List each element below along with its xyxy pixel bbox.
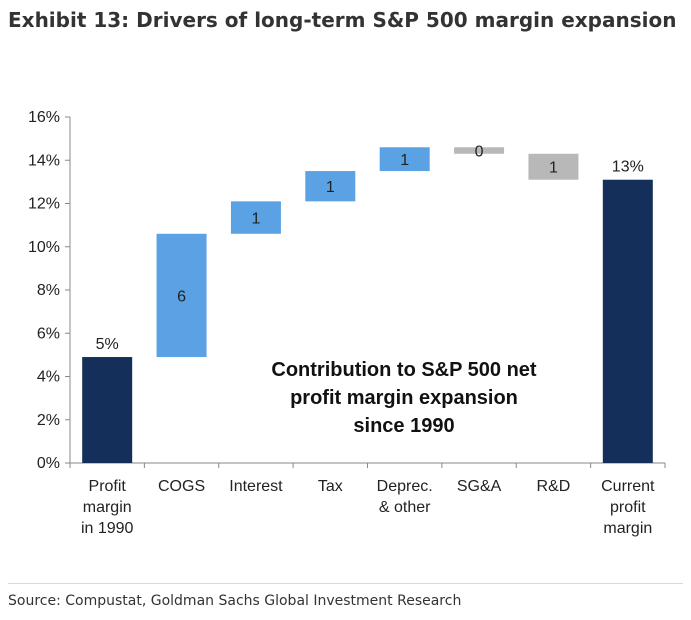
bar-increase: [305, 171, 356, 202]
x-category-label: SG&A: [457, 478, 502, 495]
waterfall-chart: 0% 2% 4% 6% 8% 10% 12% 14% 16% 5% 6 1 1 1 0 1 13% Profi…: [28, 109, 666, 537]
bar-data-label: 13%: [612, 159, 644, 176]
bar-data-label: 1: [549, 160, 558, 177]
bar-increase: [156, 233, 207, 358]
chart-title: Exhibit 13: Drivers of long-term S&P 500…: [8, 8, 677, 32]
bar-decrease: [528, 153, 579, 180]
y-tick-label: 10%: [28, 239, 60, 256]
x-category-label: Tax: [318, 478, 343, 495]
y-tick-label: 0%: [37, 455, 60, 472]
bar-decrease: [454, 147, 505, 154]
y-tick-label: 16%: [28, 109, 60, 126]
bar-data-label: 1: [400, 152, 409, 169]
chart-data-labels: 5% 6 1 1 1 0 1 13%: [96, 144, 644, 354]
bar-increase: [230, 201, 281, 234]
bar-data-label: 0: [475, 144, 484, 161]
chart-annotation-text: Contribution to S&P 500 net profit margin…: [271, 359, 537, 437]
x-category-label: Deprec. & other: [377, 478, 433, 516]
y-tick-label: 12%: [28, 196, 60, 213]
y-tick-label: 2%: [37, 412, 60, 429]
bar-data-label: 1: [326, 179, 335, 196]
x-category-label: R&D: [537, 478, 571, 495]
bar-increase: [379, 147, 430, 172]
chart-category-labels: Profit margin in 1990 COGS Interest Tax Deprec…: [81, 478, 655, 537]
x-category-label: Current profit margin: [601, 478, 655, 537]
chart-bars: [82, 147, 653, 463]
bar-data-label: 1: [251, 211, 260, 228]
y-tick-label: 4%: [37, 369, 60, 386]
bar-total: [82, 357, 133, 463]
y-tick-label: 14%: [28, 152, 60, 169]
y-tick-label: 6%: [37, 325, 60, 342]
chart-annotation: Contribution to S&P 500 net profit margin…: [271, 359, 537, 437]
x-category-label: COGS: [158, 478, 205, 495]
chart-axes: 0% 2% 4% 6% 8% 10% 12% 14% 16%: [28, 109, 666, 472]
x-category-label: Interest: [229, 478, 283, 495]
bar-total: [602, 179, 653, 463]
source-divider: [8, 583, 683, 584]
x-category-label: Profit margin in 1990: [81, 478, 134, 537]
bar-data-label: 5%: [96, 336, 119, 353]
source-note: Source: Compustat, Goldman Sachs Global …: [8, 593, 462, 609]
y-tick-label: 8%: [37, 282, 60, 299]
bar-data-label: 6: [177, 288, 186, 305]
